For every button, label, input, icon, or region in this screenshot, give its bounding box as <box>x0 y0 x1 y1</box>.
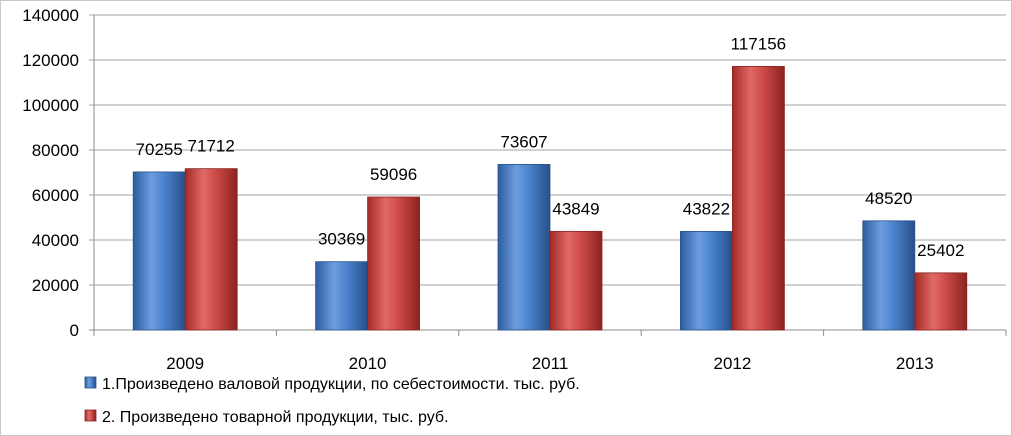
bar-series-1 <box>497 163 551 331</box>
data-label: 25402 <box>917 241 964 260</box>
y-tick-label: 100000 <box>22 96 79 115</box>
axes <box>93 15 1007 336</box>
bar-series-2 <box>914 272 968 331</box>
bar-series-2 <box>367 196 421 331</box>
y-tick-label: 40000 <box>32 231 79 250</box>
x-tick-label: 2011 <box>532 354 569 373</box>
labels: 0 20000 40000 60000 80000 100000 120000 140000 7… <box>22 6 964 373</box>
y-tick-label: 120000 <box>22 51 79 70</box>
data-label: 70255 <box>136 140 183 159</box>
y-tick-label: 0 <box>70 321 79 340</box>
legend: 1.Произведено валовой продукции, по себе… <box>84 376 580 426</box>
bar-series-1 <box>132 171 186 331</box>
data-label: 71712 <box>188 137 235 156</box>
data-label: 48520 <box>865 189 912 208</box>
legend-label: 2. Произведено товарной продукции, тыс. … <box>102 409 449 426</box>
legend-swatch <box>84 376 97 389</box>
x-tick-label: 2012 <box>713 354 751 373</box>
y-tick-label: 60000 <box>32 186 79 205</box>
x-tick-label: 2010 <box>349 354 387 373</box>
x-tick-label: 2013 <box>896 354 934 373</box>
y-tick-label: 80000 <box>32 141 79 160</box>
bar-series-1 <box>315 261 369 331</box>
bar-series-1 <box>680 231 733 331</box>
bar-series-2 <box>732 65 785 331</box>
data-label: 73607 <box>500 132 547 151</box>
y-tick-label: 140000 <box>22 6 79 25</box>
data-label: 117156 <box>731 34 786 53</box>
bar-series-2 <box>184 168 238 331</box>
bar-series-2 <box>549 230 603 331</box>
data-label: 43849 <box>552 199 599 218</box>
bar-series-1 <box>862 220 916 331</box>
bars <box>132 65 968 331</box>
data-label: 30369 <box>318 230 365 249</box>
legend-swatch <box>84 409 97 422</box>
data-label: 59096 <box>370 165 417 184</box>
y-tick-label: 20000 <box>32 276 79 295</box>
data-label: 43822 <box>683 199 730 218</box>
x-tick-label: 2009 <box>166 354 204 373</box>
legend-label: 1.Произведено валовой продукции, по себе… <box>102 376 580 393</box>
